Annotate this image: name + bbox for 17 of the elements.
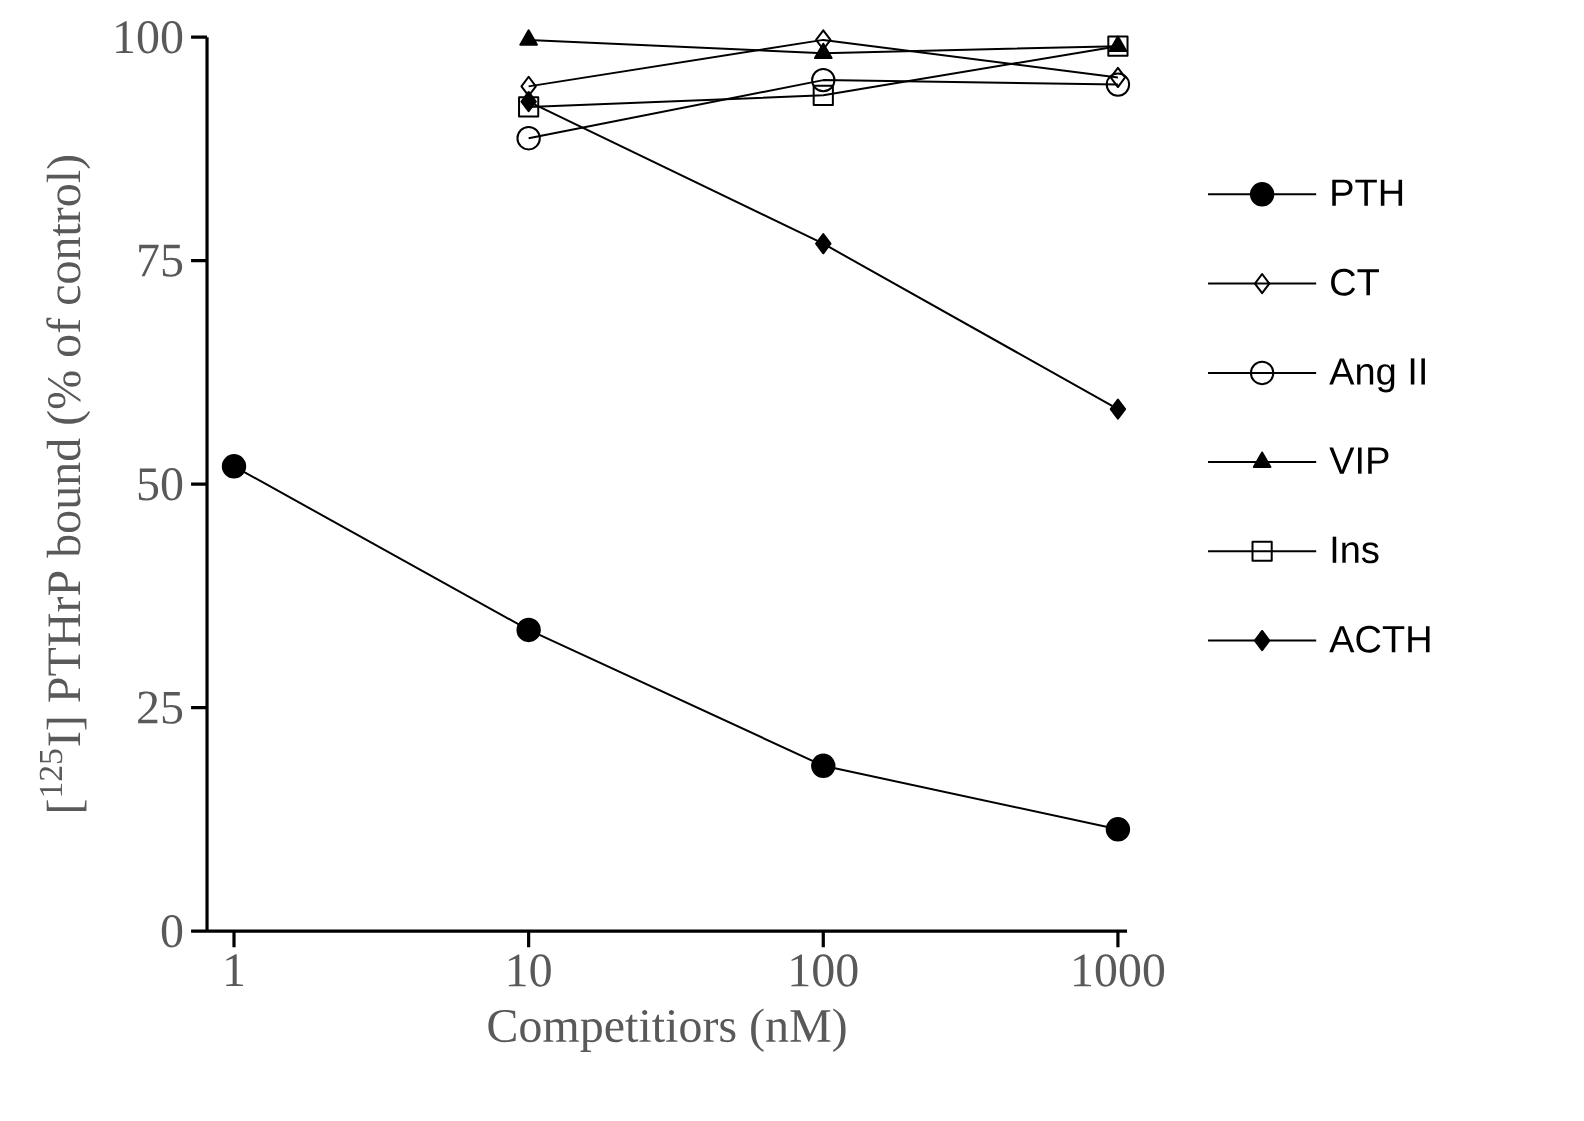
legend-label: Ins [1332,536,1379,564]
y-tick-label: 75 [139,244,183,277]
y-tick-label: 50 [138,467,183,501]
legend-label: VIP [1329,447,1389,474]
legend-label: ACTH [1329,625,1430,653]
x-tick-label: 1000 [1074,954,1165,987]
legend-label: CT [1331,268,1379,296]
x-axis-title: Competitiors (nM) [488,1008,846,1052]
x-tick-label: 100 [791,954,858,987]
y-tick-label: 0 [161,914,183,948]
x-tick-label: 1 [226,954,244,986]
y-axis-title: [$^{125}$I] PTHrP bound (% of control) [39,155,91,811]
y-tick-label: 25 [138,691,183,724]
legend-label: Ang II [1329,358,1425,393]
legend-label: PTH [1332,179,1403,206]
y-tick-label: 100 [116,20,183,54]
x-tick-label: 10 [508,954,551,987]
